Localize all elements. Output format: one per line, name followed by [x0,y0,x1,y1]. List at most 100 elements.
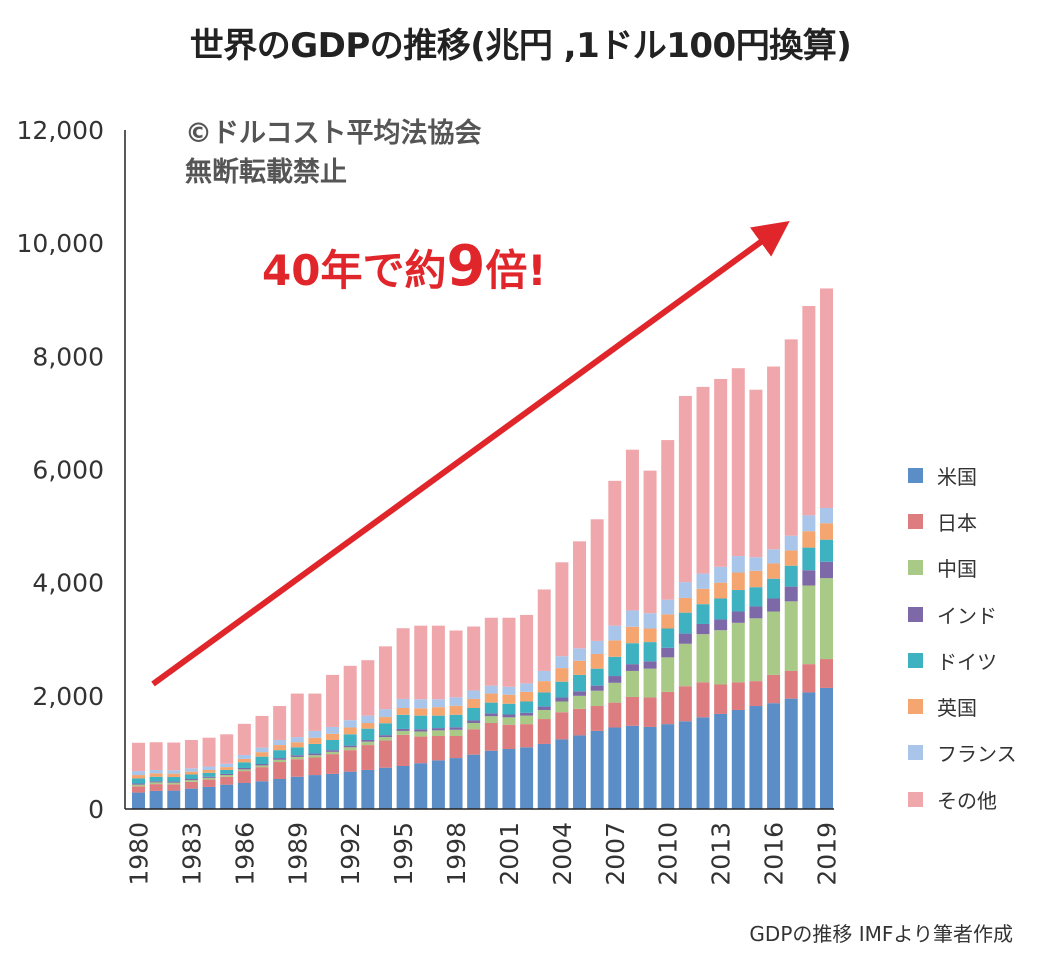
bar-segment [820,539,833,562]
bar-segment [361,722,375,729]
bar-segment [343,745,357,748]
bar-segment [590,640,604,654]
bar-segment [167,784,181,791]
bar-segment [749,389,763,558]
bar-segment [802,585,816,665]
bar-segment [520,701,534,713]
bar-segment [484,685,498,694]
legend-label: ドイツ [937,649,997,674]
bar-segment [820,561,833,579]
bar-segment [520,724,534,748]
bar-segment [661,614,675,629]
bar-segment [414,763,428,809]
bar-segment [326,754,340,774]
bar-segment [431,625,445,700]
bar-segment [731,590,745,612]
bar-segment [643,661,657,669]
bar-segment [184,768,198,772]
annotation-text-big: 9 [446,234,485,299]
bar-segment [731,556,745,573]
bar-segment [767,598,781,612]
bar-segment [255,715,269,748]
bar-segment [537,670,551,682]
bar-segment [520,747,534,809]
bar-segment [414,699,428,709]
bar-segment [396,707,410,715]
bar-segment [555,681,569,698]
bar-segment [132,786,145,793]
x-tick-label: 1992 [336,822,365,886]
bar-segment [132,742,145,772]
bar-segment [608,727,622,809]
legend-item: その他 [908,776,1017,822]
bar-segment [290,759,304,777]
bar-segment [678,597,692,613]
bar-segment [167,773,181,778]
bar-segment [749,706,763,809]
bar-segment [573,648,587,661]
bar-segment [678,686,692,722]
bar-segment [431,760,445,809]
bar-segment [184,781,198,789]
bar-segment [502,749,516,809]
bar-segment [361,745,375,770]
legend-swatch [908,467,923,483]
bar-segment [484,702,498,714]
bar-segment [449,705,463,715]
legend-swatch [908,560,923,576]
bar-segment [714,684,728,714]
bar-segment [502,686,516,695]
bar-segment [308,757,322,776]
bar-segment [520,614,534,684]
bar-segment [802,692,816,809]
bar-segment [308,753,322,756]
bar-segment [696,386,710,574]
bar-segment [502,703,516,715]
bar-segment [202,779,216,787]
bar-segment [678,612,692,634]
bar-segment [625,449,639,611]
bar-segment [714,566,728,583]
bar-segment [625,670,639,697]
legend-label: インド [937,603,997,628]
bar-segment [220,784,234,809]
bar-segment [555,712,569,740]
bar-segment [590,519,604,641]
bar-segment [149,784,163,791]
bar-segment [767,549,781,564]
bar-segment [431,736,445,761]
bar-segment [537,706,551,710]
bar-segment [502,694,516,704]
bar-segment [484,713,498,717]
legend-label: 米国 [937,464,977,489]
bar-segment [573,660,587,675]
bar-segment [326,751,340,755]
bar-segment [273,750,287,759]
bar-segment [449,736,463,759]
bar-segment [326,773,340,809]
bar-segment [784,601,798,671]
bar-segment [714,630,728,685]
x-tick-label: 2010 [654,822,683,886]
bar-segment [308,730,322,738]
bar-segment [255,752,269,757]
bar-segment [749,557,763,571]
bar-segment [326,726,340,734]
bar-segment [202,776,216,778]
legend-swatch [908,699,923,715]
legend-item: フランス [908,730,1017,776]
bar-segment [802,664,816,693]
bar-segment [431,699,445,708]
bar-segment [802,547,816,571]
bar-segment [714,598,728,620]
bar-segment [625,725,639,809]
x-tick-label: 1983 [177,822,206,886]
bar-segment [608,702,622,728]
x-tick-label: 2004 [548,822,577,886]
x-tick-label: 1986 [230,822,259,886]
legend-label: 中国 [937,557,977,582]
bar-segment [220,734,234,764]
bar-segment [520,691,534,702]
bar-segment [696,588,710,605]
